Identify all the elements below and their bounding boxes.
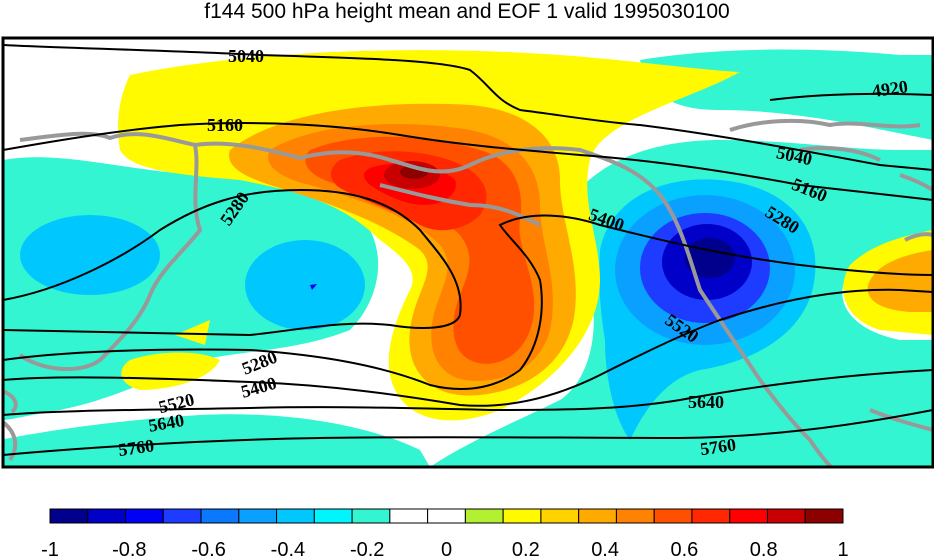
contour-label: 5040: [228, 46, 264, 66]
colorbar-swatch: [729, 508, 768, 524]
colorbar-swatch: [238, 508, 278, 524]
colorbar-swatch: [125, 508, 164, 524]
colorbar-ticks: -1 -0.8 -0.6 -0.4 -0.2 0 0.2 0.4 0.6 0.8 1: [41, 539, 848, 558]
colorbar-tick-label: 0.2: [512, 539, 540, 558]
colorbar-swatch: [766, 508, 806, 524]
colorbar-swatch: [502, 508, 542, 524]
colorbar-tick-label: 0.6: [670, 539, 698, 558]
colorbar-swatch: [49, 508, 89, 524]
colorbar-swatch: [578, 508, 617, 524]
min-marker: [310, 284, 317, 290]
colorbar-tick-label: 0.8: [750, 539, 778, 558]
colorbar-swatch: [464, 508, 504, 524]
colorbar-tick-label: -0.4: [271, 539, 305, 558]
colorbar-swatch: [87, 508, 127, 524]
colorbar-swatch: [162, 508, 202, 524]
colorbar-tick-label: -1: [41, 539, 59, 558]
contour-label: 5160: [207, 115, 243, 135]
contour-label: 5640: [688, 392, 724, 412]
colorbar-swatch: [653, 508, 693, 524]
plot-area: 5040 5160 5280 4920 5040 5160 5280 5400 …: [3, 38, 933, 467]
positive-shading: [118, 50, 933, 421]
contour-label: 4920: [871, 76, 909, 101]
colorbar-swatch: [540, 508, 580, 524]
colorbar-swatch: [351, 508, 391, 524]
colorbar-tick-label: -0.8: [112, 539, 146, 558]
colorbar-swatch: [200, 508, 240, 524]
colorbar-swatch: [615, 508, 655, 524]
colorbar-tick-label: 0.4: [591, 539, 619, 558]
colorbar-swatch: [389, 508, 429, 524]
colorbar-swatch: [691, 508, 731, 524]
colorbar-swatch: [276, 508, 315, 524]
map-title: f144 500 hPa height mean and EOF 1 valid…: [204, 0, 730, 23]
colorbar-swatch: [427, 508, 466, 524]
colorbar-tick-label: -0.2: [350, 539, 384, 558]
colorbar: [49, 508, 844, 524]
coastlines: [3, 118, 933, 467]
contour-label: 5760: [117, 435, 155, 460]
height-contours: [3, 44, 933, 456]
map-frame: [1, 36, 934, 469]
contour-label: 5760: [699, 434, 737, 459]
colorbar-tick-label: 0: [441, 539, 452, 558]
colorbar-tick-label: -0.6: [191, 539, 225, 558]
colorbar-tick-label: 1: [837, 539, 848, 558]
negative-shading: [3, 49, 933, 467]
colorbar-swatch: [804, 508, 844, 524]
colorbar-swatch: [313, 508, 353, 524]
